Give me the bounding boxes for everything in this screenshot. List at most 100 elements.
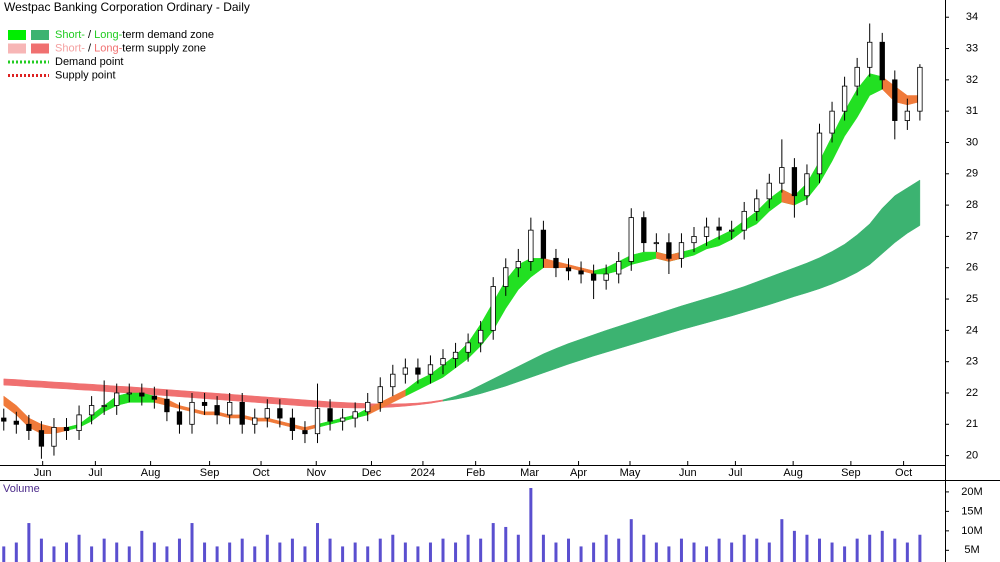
candle-body [553,257,559,269]
candle-body [791,167,798,197]
candle-body [867,41,873,68]
x-tick-label: Jun [679,467,697,479]
y-tick-label: 25 [966,293,978,305]
volume-bar [2,546,6,562]
candle-body [277,408,283,419]
zone-band [442,179,921,402]
volume-bar [115,542,119,562]
candle-body [63,427,70,431]
candle-body [540,229,547,259]
candle-body [314,408,321,435]
candle-body [289,417,296,431]
candle-body [101,405,107,407]
candle-body [478,329,484,344]
volume-bar [742,534,746,562]
legend-text: Short- [55,42,85,54]
volume-bar [203,542,207,562]
volume-label: Volume [3,483,40,495]
candle-body [691,236,697,244]
y-tick-label: 34 [966,11,978,23]
volume-bar [391,534,395,562]
volume-bar [228,542,232,562]
candle-body [565,267,572,272]
candle-body [829,110,835,134]
candle-body [176,411,183,425]
y-tick-label: 32 [966,74,978,86]
zone-band [367,389,406,416]
volume-bar [730,542,734,562]
volume-bar [604,534,608,562]
volume-bar [792,530,796,562]
volume-bar [679,538,683,562]
y-tick-label: 22 [966,387,978,399]
candle-body [189,401,195,425]
candle-body [641,217,647,244]
candle-body [201,401,208,406]
volume-bar [190,523,194,562]
candle-body [854,66,860,87]
volume-bar [654,542,658,562]
y-tick-label: 21 [966,418,978,430]
candle-body [917,66,923,112]
volume-bar [65,542,69,562]
x-tick-label: Sep [841,467,861,479]
candle-body [578,270,584,275]
volume-bar [692,542,696,562]
volume-bar [165,546,169,562]
x-tick-label: Dec [362,467,382,479]
candle-body [252,417,258,425]
y-tick-label: 23 [966,356,978,368]
candle-body [415,367,421,375]
volume-bar [516,534,520,562]
x-tick-label: Oct [895,467,912,479]
candle-body [628,217,634,262]
candle-body [51,427,57,447]
candle-body [603,273,609,281]
candle-body [38,430,45,447]
candle-body [352,411,358,419]
volume-bar [830,542,834,562]
y-tick-label: 28 [966,199,978,211]
candle-body [365,401,371,413]
volume-bar [303,546,307,562]
legend-text: Long- [94,29,122,41]
x-tick-label: Sep [200,467,220,479]
legend-swatch [31,43,49,54]
x-tick-label: Oct [252,467,269,479]
candle-body [904,110,911,121]
candle-body [214,405,220,416]
volume-bar [529,488,533,562]
candle-body [440,358,446,366]
candle-body [239,401,245,425]
candle-body [13,420,19,425]
volume-bar [592,542,596,562]
volume-bar [177,538,181,562]
volume-bar [554,542,558,562]
volume-bar [780,519,784,562]
candle-body [1,417,7,422]
volume-bar [341,546,345,562]
candle-body [653,242,660,245]
volume-tick-label: 20M [961,486,982,498]
volume-bar [479,538,483,562]
volume-bar [27,523,31,562]
candle-body [754,198,760,212]
volume-bar [428,542,432,562]
candle-body [678,242,685,259]
candle-body [703,226,710,237]
candle-body [716,226,722,231]
candle-body [528,229,534,262]
legend-swatch [31,30,49,40]
candle-body [164,398,170,413]
volume-tick-label: 15M [961,505,982,517]
volume-bar [215,546,219,562]
volume-bar [843,546,847,562]
candle-body [741,210,747,231]
volume-bar [466,534,470,562]
candle-body [729,229,735,232]
candle-body [816,132,823,175]
x-tick-label: Jul [88,467,102,479]
volume-bar [416,546,420,562]
candle-body [227,401,233,416]
legend-text: term supply zone [122,42,206,54]
